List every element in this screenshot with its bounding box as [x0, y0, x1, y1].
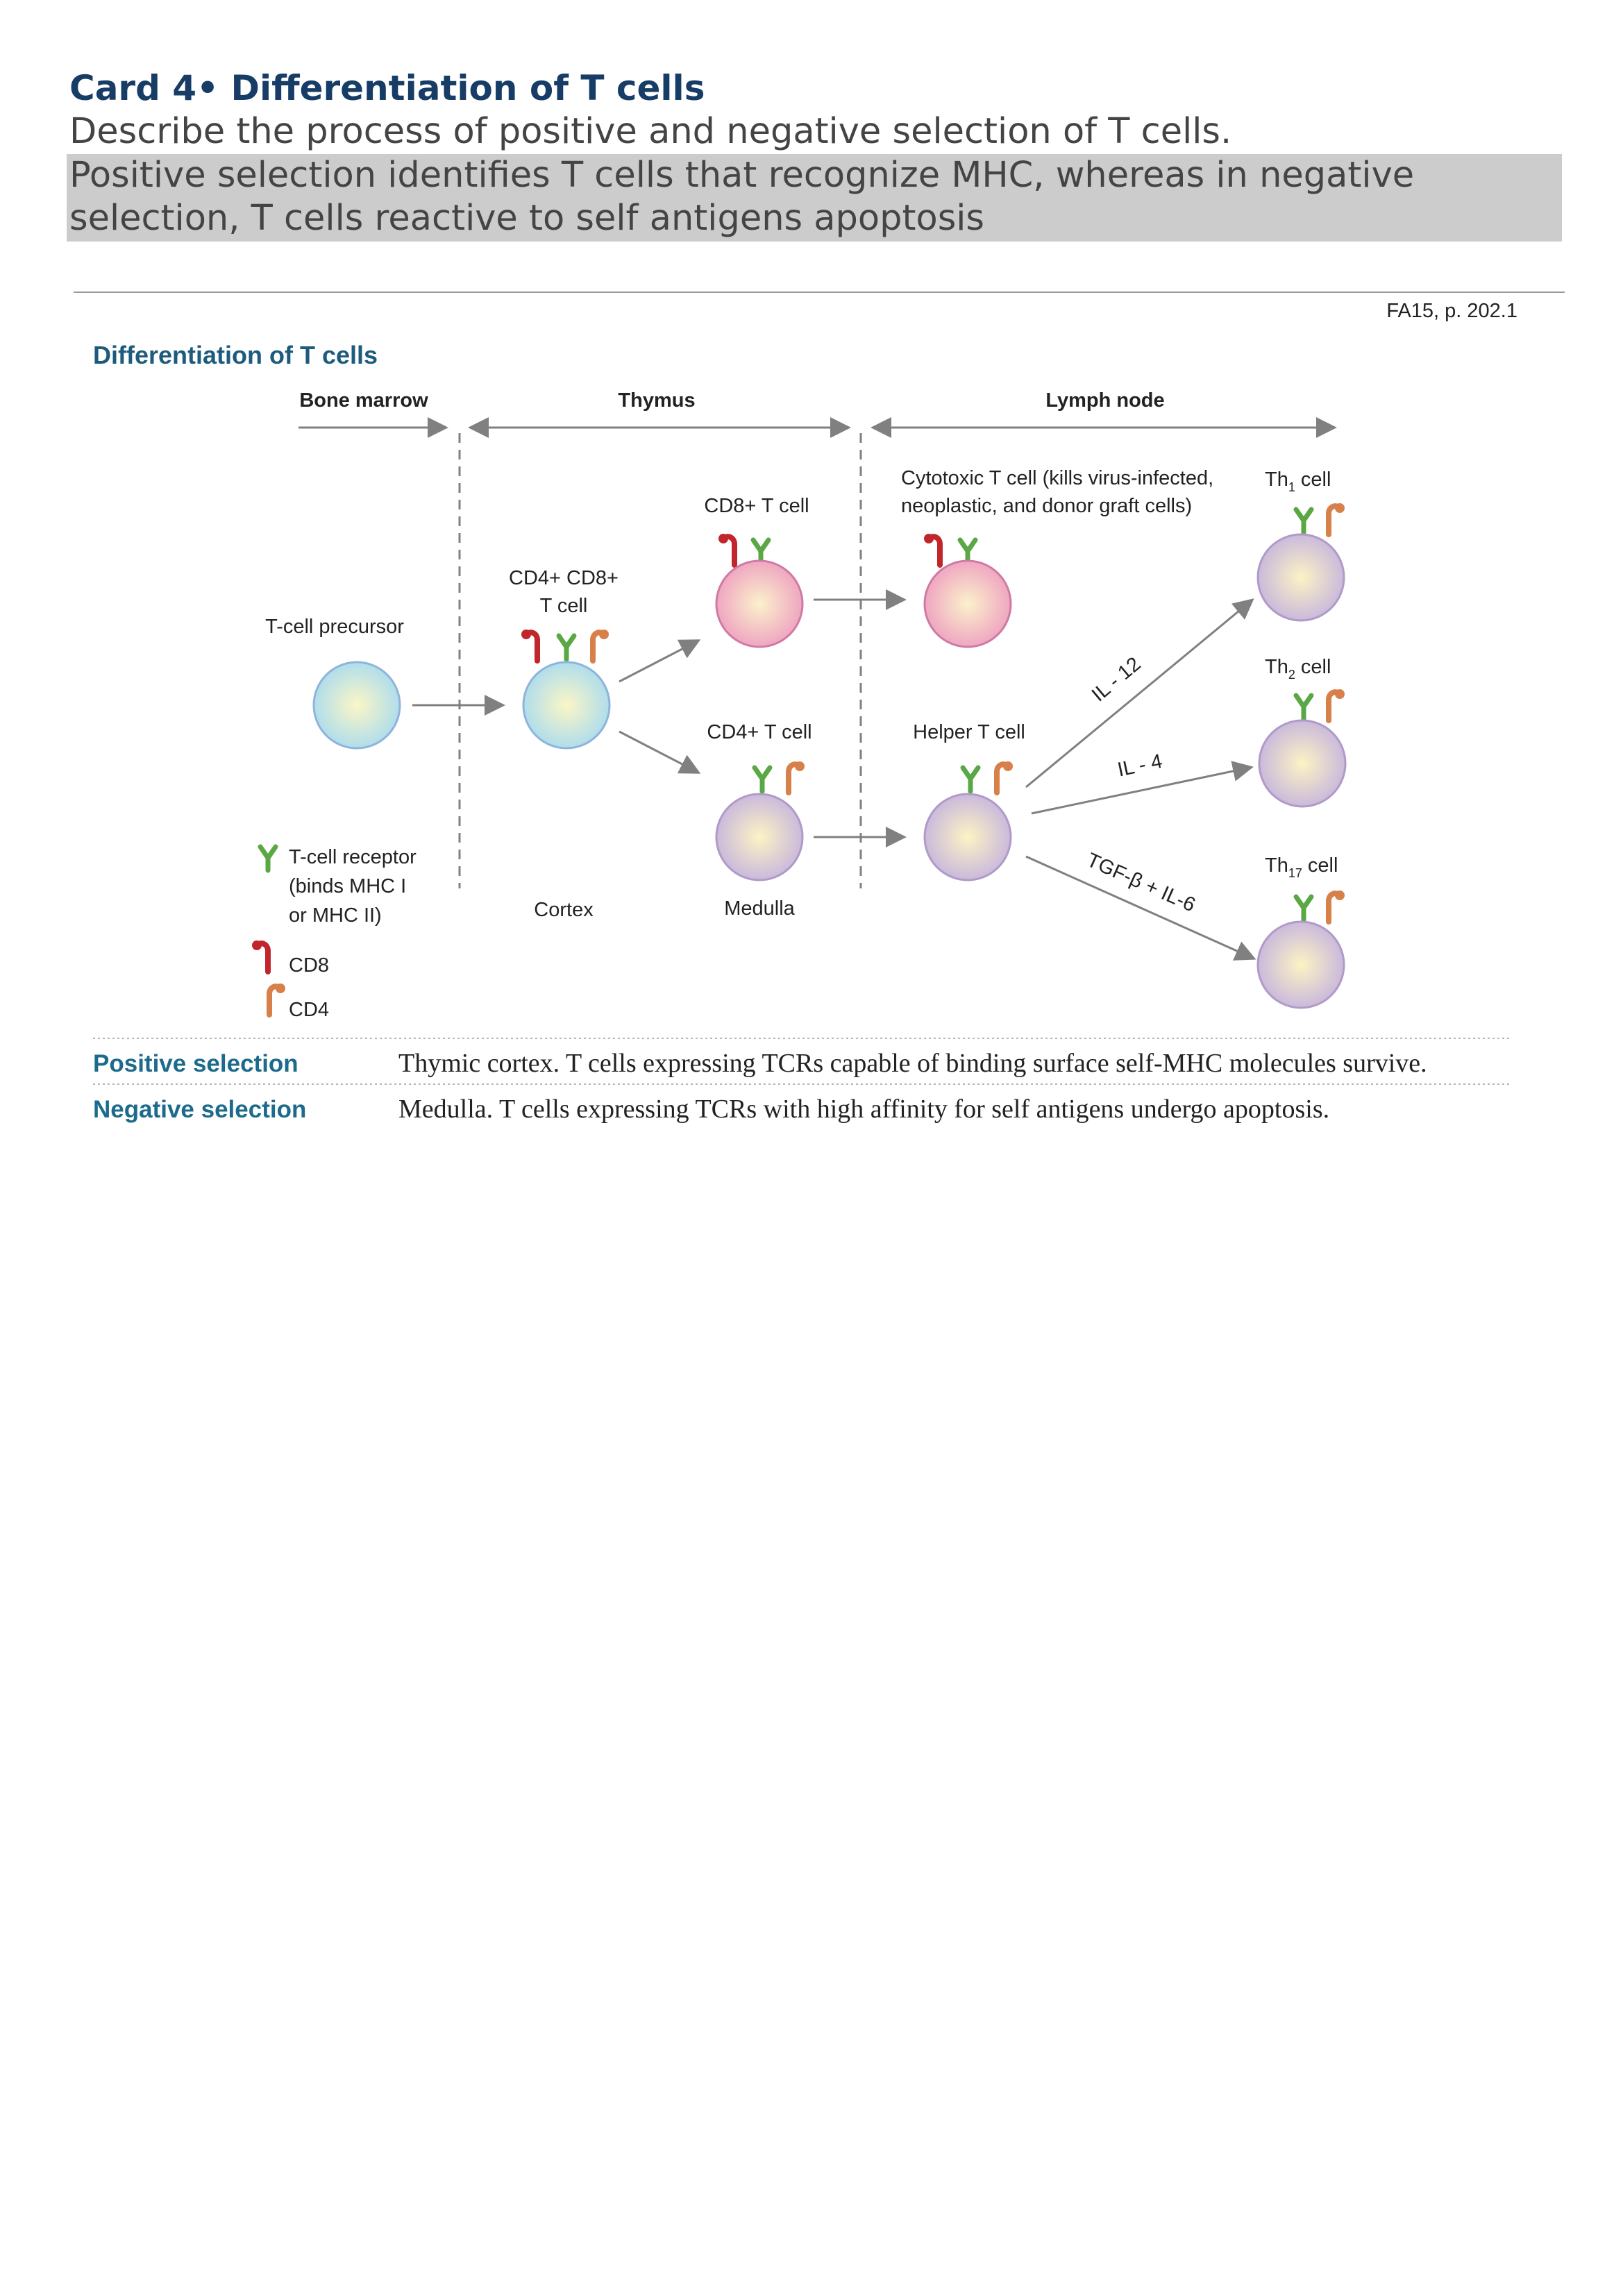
- zone-medulla: Medulla: [724, 897, 795, 920]
- cell-cd8-t: [715, 559, 804, 648]
- zone-cortex: Cortex: [534, 899, 594, 921]
- tcr-marker-double-positive: [559, 636, 574, 659]
- legend-tcr-line1: T-cell receptor: [289, 846, 417, 868]
- label-th2-cell: Th2 cell: [1265, 656, 1331, 682]
- divider-rule: [74, 292, 1565, 293]
- diagram-title: Differentiation of T cells: [93, 341, 378, 369]
- cell-cd4-t: [715, 793, 804, 881]
- cd4-marker-cd4-cell: [789, 761, 805, 793]
- cytokine-il12: IL - 12: [1088, 653, 1145, 707]
- label-double-positive-line2: T cell: [540, 595, 588, 617]
- negative-selection-label: Negative selection: [93, 1096, 306, 1123]
- label-cytotoxic-line2: neoplastic, and donor graft cells): [901, 495, 1192, 517]
- negative-selection-text: Medulla. T cells expressing TCRs with hi…: [398, 1095, 1329, 1124]
- label-helper-t-cell: Helper T cell: [913, 721, 1025, 743]
- cd4-marker-th1: [1329, 503, 1345, 534]
- legend-cd4-label: CD4: [289, 999, 329, 1021]
- cell-helper-t: [923, 793, 1012, 881]
- th2-prefix: Th: [1265, 656, 1288, 678]
- card-title: Card 4• Differentiation of T cells: [69, 68, 705, 108]
- label-cytotoxic-line1: Cytotoxic T cell (kills virus-infected,: [901, 467, 1213, 489]
- card-answer: Positive selection identifies T cells th…: [67, 154, 1562, 242]
- cell-th17: [1256, 920, 1345, 1009]
- th1-subscript: 1: [1288, 480, 1295, 494]
- legend-cd8-label: CD8: [289, 954, 329, 977]
- positive-selection-text: Thymic cortex. T cells expressing TCRs c…: [398, 1049, 1427, 1078]
- region-lymph-node: Lymph node: [1045, 389, 1164, 412]
- cytokine-tgf-il6: TGF-β + IL-6: [1084, 849, 1199, 916]
- tcr-marker-helper: [963, 768, 978, 791]
- tcr-marker-th17: [1296, 897, 1311, 920]
- cd8-marker-cytotoxic: [924, 534, 940, 565]
- answer-line-2: selection, T cells reactive to self anti…: [69, 198, 985, 239]
- region-thymus: Thymus: [618, 389, 695, 412]
- legend-tcr-icon: [260, 847, 276, 870]
- th17-subscript: 17: [1288, 866, 1302, 880]
- cell-th2: [1258, 719, 1347, 808]
- label-th17-cell: Th17 cell: [1265, 854, 1338, 880]
- cd4-marker-th17: [1329, 890, 1345, 922]
- label-cd4-t-cell: CD4+ T cell: [707, 721, 812, 743]
- cd8-marker-cd8-cell: [718, 534, 734, 565]
- card-question: Describe the process of positive and neg…: [69, 111, 1232, 152]
- arrow-helper-to-th17: [1025, 855, 1256, 961]
- arrow-helper-to-th1: [1025, 598, 1254, 788]
- legend-cd4-icon: [269, 984, 285, 1015]
- arrow-helper-to-th2: [1031, 761, 1254, 815]
- label-th1-cell: Th1 cell: [1265, 469, 1331, 494]
- answer-line-1: Positive selection identifies T cells th…: [69, 155, 1415, 196]
- cytokine-il4: IL - 4: [1116, 750, 1164, 782]
- cd8-marker-double-positive: [521, 630, 537, 661]
- cell-cytotoxic-t: [923, 559, 1012, 648]
- th1-prefix: Th: [1265, 469, 1288, 491]
- cell-th1: [1256, 533, 1345, 622]
- th17-suffix: cell: [1302, 854, 1338, 877]
- label-cd8-t-cell: CD8+ T cell: [704, 495, 809, 517]
- arrow-to-cd4: [619, 730, 701, 774]
- cd4-marker-helper: [997, 761, 1013, 793]
- label-t-cell-precursor: T-cell precursor: [265, 616, 404, 638]
- cd4-marker-double-positive: [593, 630, 609, 661]
- th17-prefix: Th: [1265, 854, 1288, 877]
- th2-subscript: 2: [1288, 668, 1295, 682]
- tcr-marker-cd4-cell: [755, 768, 770, 791]
- cell-t-cell-precursor: [312, 661, 401, 750]
- region-bone-marrow: Bone marrow: [299, 389, 428, 412]
- label-double-positive-line1: CD4+ CD8+: [509, 567, 619, 589]
- th2-suffix: cell: [1295, 656, 1331, 678]
- legend-cd8-icon: [252, 940, 268, 972]
- cd4-marker-th2: [1329, 689, 1345, 720]
- legend-tcr-line2: (binds MHC I: [289, 875, 406, 897]
- cell-double-positive: [522, 661, 611, 750]
- page-reference: FA15, p. 202.1: [1386, 300, 1517, 322]
- th1-suffix: cell: [1295, 469, 1331, 491]
- tcr-marker-th2: [1296, 695, 1311, 719]
- tcr-marker-th1: [1296, 509, 1311, 533]
- legend-tcr-line3: or MHC II): [289, 904, 382, 927]
- arrow-to-cd8: [619, 639, 701, 683]
- positive-selection-label: Positive selection: [93, 1050, 298, 1077]
